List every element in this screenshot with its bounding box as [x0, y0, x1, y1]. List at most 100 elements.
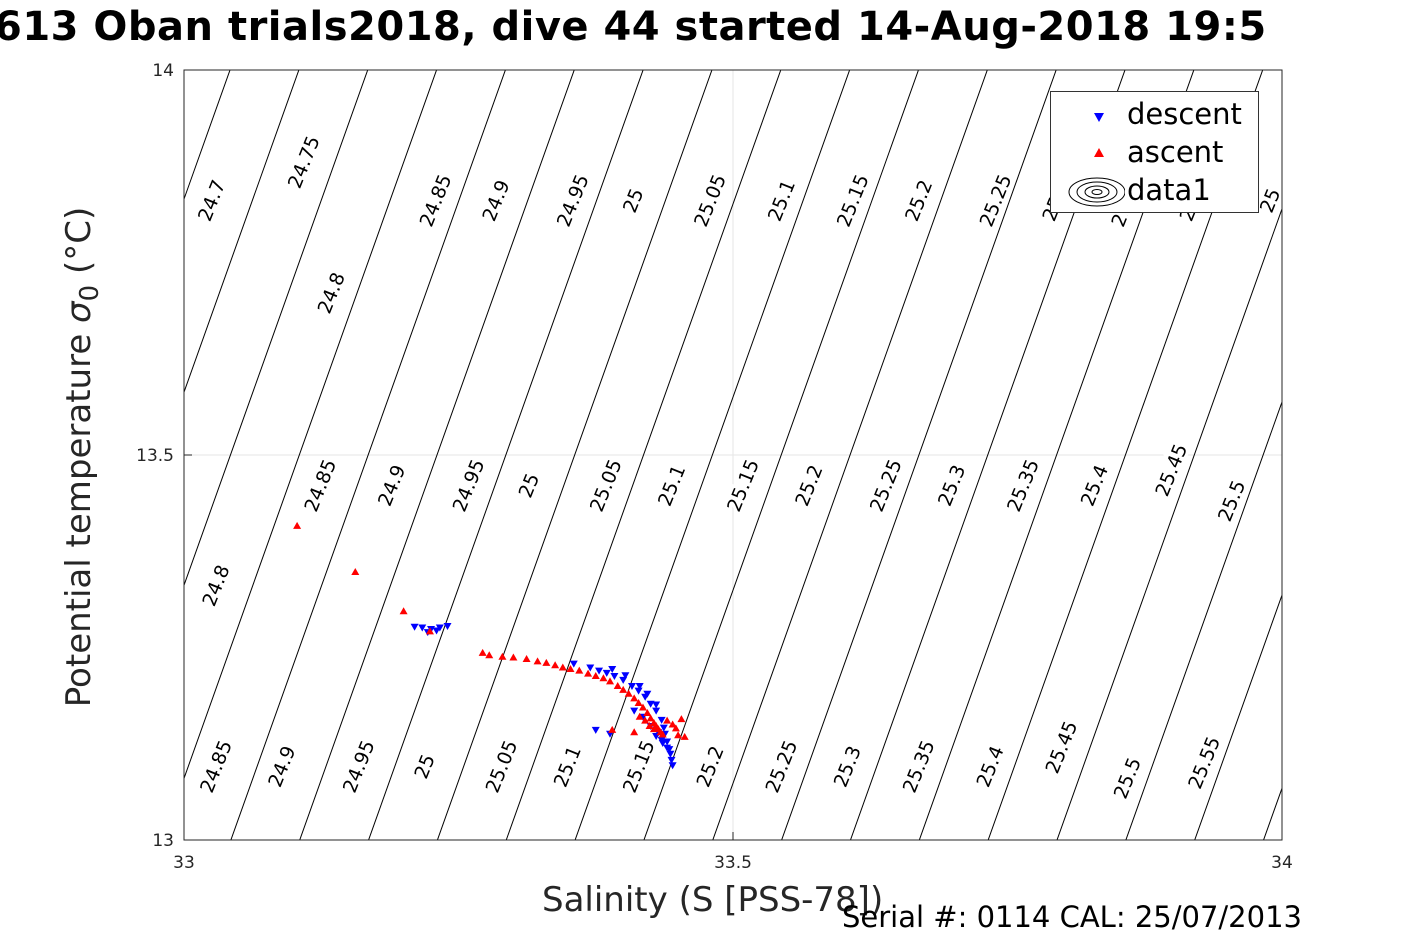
contour-label: 25.35 [1003, 456, 1044, 515]
ascent-point [533, 657, 542, 665]
y-axis-label: Potential temperature σ0 (°C) [59, 206, 105, 708]
y-tick-label: 13.5 [136, 446, 174, 466]
descent-point [610, 672, 619, 680]
contour-label: 25.2 [692, 743, 728, 790]
ascent-point [478, 648, 487, 656]
ascent-point [522, 655, 531, 663]
descent-point [608, 666, 617, 674]
serial-cal-footer: Serial #: 0114 CAL: 25/07/2013 [842, 900, 1302, 934]
x-axis-label: Salinity (S [PSS-78]) [542, 880, 884, 920]
descent-point [665, 746, 674, 754]
contour-label: 25 [619, 185, 648, 216]
descent-point [652, 707, 661, 715]
contour-label: 25.1 [654, 462, 690, 509]
descent-point [602, 669, 611, 677]
descent-point [635, 683, 644, 690]
contour-label: 24.85 [416, 171, 457, 230]
isopycnal-25 [368, 70, 644, 840]
descent-point [595, 667, 604, 675]
descent-point [634, 687, 643, 695]
ascent-point [485, 651, 494, 659]
isopycnal-25.3 [781, 70, 1057, 840]
ascent-point [425, 627, 434, 635]
contour-label: 24.8 [314, 269, 350, 316]
contour-label: 24.9 [264, 743, 300, 790]
ascent-point [641, 716, 650, 724]
ascent-point [613, 682, 622, 689]
ascent-point [584, 669, 593, 677]
contour-label: 25.1 [550, 743, 586, 790]
descent-point [443, 622, 452, 630]
contour-label: 25.05 [690, 171, 731, 230]
contour-label: 25.05 [482, 737, 523, 796]
descent-point [586, 664, 595, 672]
ascent-point [575, 666, 584, 674]
chart-title: 613 Oban trials2018, dive 44 started 14-… [0, 4, 1267, 50]
isopycnal-25.5 [1056, 207, 1282, 840]
legend-label-data1: data1 [1127, 173, 1211, 207]
contour-label: 25.1 [764, 177, 800, 224]
descent-point [658, 739, 667, 747]
ascent-point [663, 716, 672, 724]
legend-item-data1: data1 [1051, 171, 1258, 209]
x-tick-label: 34 [1271, 853, 1293, 873]
ascent-point [677, 715, 686, 723]
contour-label: 25.15 [619, 737, 660, 796]
contour-label: 25.55 [1184, 733, 1225, 792]
ascent-point [399, 607, 408, 615]
legend-label-ascent: ascent [1127, 135, 1224, 169]
contour-label: 24.85 [300, 456, 341, 515]
ascent-point [624, 689, 633, 697]
ascent-point [646, 714, 655, 722]
contour-label: 25.45 [1042, 718, 1083, 777]
triangle-down-icon [1094, 113, 1104, 122]
isopycnal-24.85 [184, 70, 438, 780]
ascent-point [606, 677, 615, 685]
descent-point [668, 762, 677, 770]
isopycnal-25.65 [1263, 786, 1282, 840]
ascent-point [671, 724, 680, 732]
contour-label: 25.15 [723, 456, 764, 515]
ascent-point [658, 730, 667, 738]
descent-point [646, 700, 655, 708]
y-tick-label: 13 [152, 831, 174, 851]
contour-label: 24.85 [196, 737, 237, 796]
contour-label: 25.25 [762, 737, 803, 796]
contour-labels: 24.7 24.75 24.85 24.9 24.95 25 25.05 25.1 25.15 2… [191, 130, 1282, 805]
contour-label: 25.5 [1214, 477, 1250, 524]
ascent-point [674, 731, 683, 739]
isopycnal-25.55 [1125, 400, 1282, 840]
descent-point [630, 707, 639, 715]
ascent-point [630, 694, 639, 702]
x-tick-label: 33 [173, 853, 195, 873]
triangle-up-icon [1094, 148, 1104, 157]
legend-item-ascent: ascent [1051, 133, 1258, 171]
contour-label: 25.5 [1110, 754, 1146, 801]
isopycnal-25.05 [436, 70, 713, 840]
contour-label: 25.45 [1151, 441, 1192, 500]
descent-point [643, 690, 652, 698]
descent-point [657, 716, 666, 724]
isopycnal-24.9 [230, 70, 506, 840]
ascent-point [635, 712, 644, 720]
descent-point [666, 750, 675, 758]
legend-item-descent: descent [1051, 95, 1258, 133]
ascent-point [680, 732, 689, 740]
contour-label: 25.2 [791, 462, 827, 509]
legend-label-descent: descent [1127, 97, 1242, 131]
contour-label: 25.4 [1077, 462, 1113, 509]
ascent-point [634, 698, 643, 706]
isopycnal-24.95 [299, 70, 575, 840]
isopycnal-25.25 [712, 70, 988, 840]
descent-point [621, 672, 630, 680]
isopycnal-25.7 [1305, 0, 1417, 917]
ascent-point [498, 652, 507, 660]
grid-lines [184, 70, 1282, 840]
contour-label: 25.15 [833, 171, 874, 230]
contour-label: 25 [515, 470, 544, 501]
isopycnal-24.8 [184, 70, 369, 587]
isopycnal-24.7 [184, 70, 231, 201]
descent-point [569, 660, 578, 668]
ascent-point [293, 521, 302, 529]
